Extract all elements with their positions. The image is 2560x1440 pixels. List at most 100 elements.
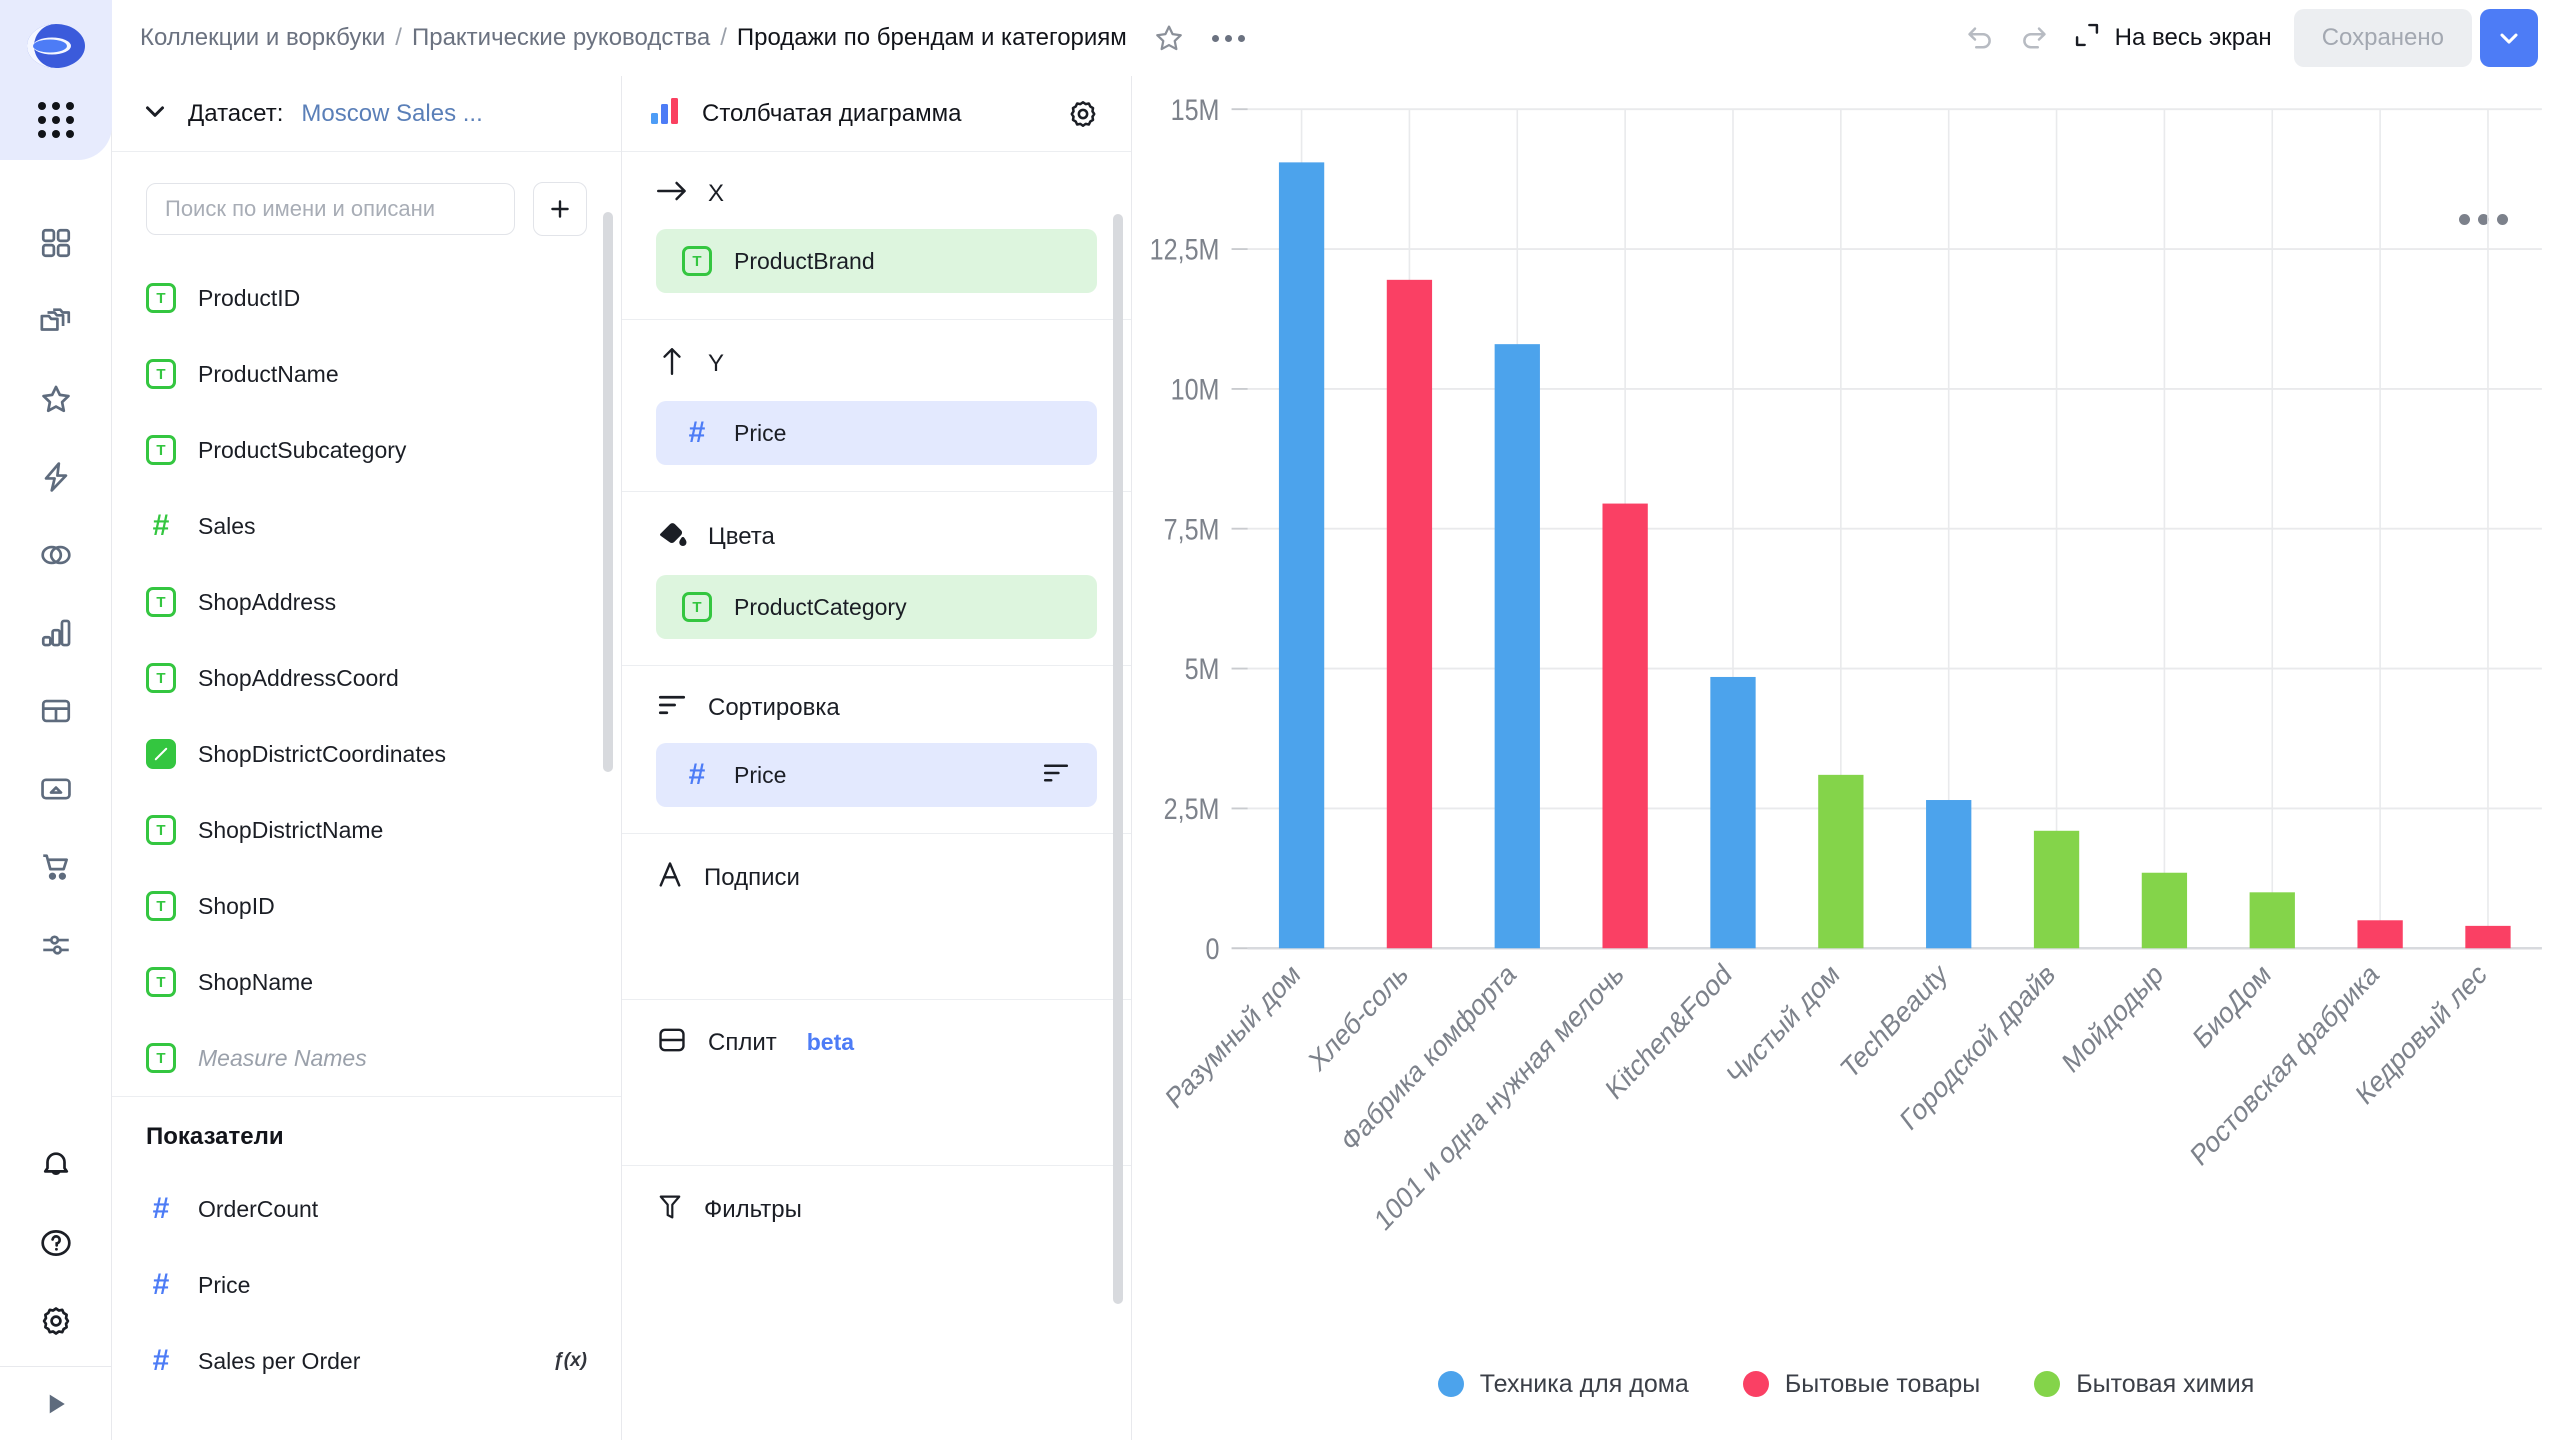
legend-item[interactable]: Бытовая химия [2034, 1370, 2254, 1399]
dataset-body: T ProductID T ProductName T ProductSubca… [112, 152, 621, 1440]
svg-text:Мойдодыр: Мойдодыр [2057, 957, 2168, 1080]
search-input[interactable] [146, 183, 515, 235]
field-item[interactable]: # Sales per Order ƒ(x) [112, 1323, 621, 1399]
field-item[interactable]: T ShopID [112, 868, 621, 944]
svg-text:TechBeauty: TechBeauty [1836, 956, 1953, 1085]
legend-item[interactable]: Техника для дома [1437, 1369, 1689, 1399]
svg-text:Хлеб-соль: Хлеб-соль [1304, 957, 1414, 1078]
number-type-icon: # [152, 509, 170, 542]
field-item[interactable]: T ProductID [112, 260, 621, 336]
more-horizontal-icon[interactable] [1207, 18, 1251, 58]
text-type-icon: T [146, 891, 176, 921]
star-outline-icon[interactable] [1149, 18, 1189, 58]
dataset-label: Датасет: [188, 99, 284, 127]
field-item[interactable]: T ShopDistrictName [112, 792, 621, 868]
svg-text:Разумный дом: Разумный дом [1160, 957, 1305, 1116]
section-labels: Подписи [622, 834, 1131, 1000]
chip-label: ProductBrand [734, 247, 875, 274]
field-label: ShopName [198, 968, 314, 995]
field-item[interactable]: T ProductName [112, 336, 621, 412]
sidebar-item-charts[interactable] [20, 594, 92, 672]
chevron-down-icon[interactable] [2480, 9, 2538, 67]
number-type-icon: # [152, 1268, 170, 1301]
apps-grid-icon[interactable] [34, 98, 78, 142]
dataset-search-row [112, 168, 621, 246]
chevron-down-icon[interactable] [140, 96, 170, 131]
sidebar-item-collections[interactable] [20, 282, 92, 360]
field-item[interactable]: T ShopAddressCoord [112, 640, 621, 716]
field-chip-colors[interactable]: T ProductCategory [656, 575, 1097, 639]
field-item[interactable]: # Sales [112, 488, 621, 564]
field-label: ShopAddressCoord [198, 664, 399, 691]
visualization-scrollbar[interactable] [1113, 214, 1123, 1304]
sidebar-item-quickstart[interactable] [20, 438, 92, 516]
field-item[interactable]: T Measure Names [112, 1020, 621, 1096]
legend-color-swatch [2034, 1371, 2061, 1397]
sidebar-item-parameters[interactable] [20, 906, 92, 984]
breadcrumb-item-current: Продажи по брендам и категориям [736, 24, 1127, 51]
rail-bottom-icons [20, 1126, 92, 1366]
sidebar-item-dashboards[interactable] [20, 204, 92, 282]
chart-type-header[interactable]: Столбчатая диаграмма [622, 76, 1131, 152]
section-title: Сортировка [708, 693, 840, 721]
text-type-icon: T [682, 246, 712, 276]
field-item[interactable]: T ShopAddress [112, 564, 621, 640]
left-rail [0, 0, 112, 1440]
text-type-icon: T [146, 359, 176, 389]
sidebar-collapse-toggle[interactable] [0, 1366, 112, 1440]
geo-type-icon [146, 739, 176, 769]
plus-icon[interactable] [533, 182, 587, 236]
field-label: ProductID [198, 284, 301, 311]
bar-chart[interactable]: 0 2,5M 5M 7,5M 10M 12,5M 15M Разумный домХлеб-с… [1132, 76, 2560, 1328]
field-item[interactable]: T ShopName [112, 944, 621, 1020]
sidebar-item-notifications[interactable] [20, 1126, 92, 1204]
dataset-header[interactable]: Датасет: Moscow Sales ... [112, 76, 621, 152]
chart-legend: Техника для дома Бытовые товары Бытовая … [1132, 1328, 2560, 1440]
field-chip-sort[interactable]: # Price [656, 743, 1097, 807]
sidebar-item-marketplace[interactable] [20, 828, 92, 906]
legend-label: Техника для дома [1479, 1369, 1689, 1398]
dataset-name[interactable]: Moscow Sales ... [301, 99, 483, 127]
svg-text:10M: 10M [1171, 373, 1220, 406]
filter-icon [656, 1192, 684, 1227]
field-chip-y[interactable]: # Price [656, 401, 1097, 465]
fullscreen-button[interactable]: На весь экран [2073, 21, 2272, 56]
svg-text:Фабрика комфорта: Фабрика комфорта [1336, 956, 1522, 1158]
svg-text:0: 0 [1206, 932, 1220, 965]
chip-label: Price [734, 761, 787, 788]
top-bar-actions: На весь экран Сохранено [1953, 9, 2538, 67]
sidebar-item-settings[interactable] [20, 1282, 92, 1360]
sidebar-item-datasets[interactable] [20, 672, 92, 750]
field-item[interactable]: ShopDistrictCoordinates [112, 716, 621, 792]
visualization-sections: X T ProductBrand [622, 152, 1131, 1440]
text-type-icon: T [146, 587, 176, 617]
legend-label: Бытовая химия [2076, 1369, 2255, 1398]
gear-icon[interactable] [1063, 94, 1103, 134]
field-item[interactable]: # Price [112, 1247, 621, 1323]
sort-icon [656, 692, 688, 723]
legend-item[interactable]: Бытовые товары [1742, 1370, 1980, 1399]
dataset-scrollbar[interactable] [603, 212, 613, 772]
chart-type-label: Столбчатая диаграмма [702, 99, 962, 127]
field-chip-x[interactable]: T ProductBrand [656, 229, 1097, 293]
redo-icon[interactable] [2007, 14, 2061, 62]
sidebar-item-help[interactable] [20, 1204, 92, 1282]
sidebar-item-connections[interactable] [20, 516, 92, 594]
more-horizontal-icon[interactable] [2459, 214, 2508, 225]
sidebar-item-files[interactable] [20, 750, 92, 828]
measures-section-title: Показатели [112, 1096, 621, 1157]
undo-icon[interactable] [1953, 14, 2007, 62]
sort-direction-icon[interactable] [1041, 761, 1071, 790]
svg-text:БиоДом: БиоДом [2188, 957, 2276, 1055]
field-item[interactable]: # OrderCount [112, 1171, 621, 1247]
breadcrumb-item-guides[interactable]: Практические руководства [411, 24, 711, 51]
chart-plot-area: 0 2,5M 5M 7,5M 10M 12,5M 15M Разумный дом Хлеб-с… [1132, 76, 2560, 1328]
field-item[interactable]: T ProductSubcategory [112, 412, 621, 488]
dataset-panel: Датасет: Moscow Sales ... [112, 76, 622, 1440]
sidebar-item-favorites[interactable] [20, 360, 92, 438]
breadcrumb-separator: / [720, 24, 727, 51]
breadcrumb-item-collections[interactable]: Коллекции и воркбуки [140, 24, 386, 51]
datalens-logo[interactable] [26, 16, 86, 76]
number-type-icon: # [152, 1192, 170, 1225]
legend-color-swatch [1742, 1371, 1769, 1397]
